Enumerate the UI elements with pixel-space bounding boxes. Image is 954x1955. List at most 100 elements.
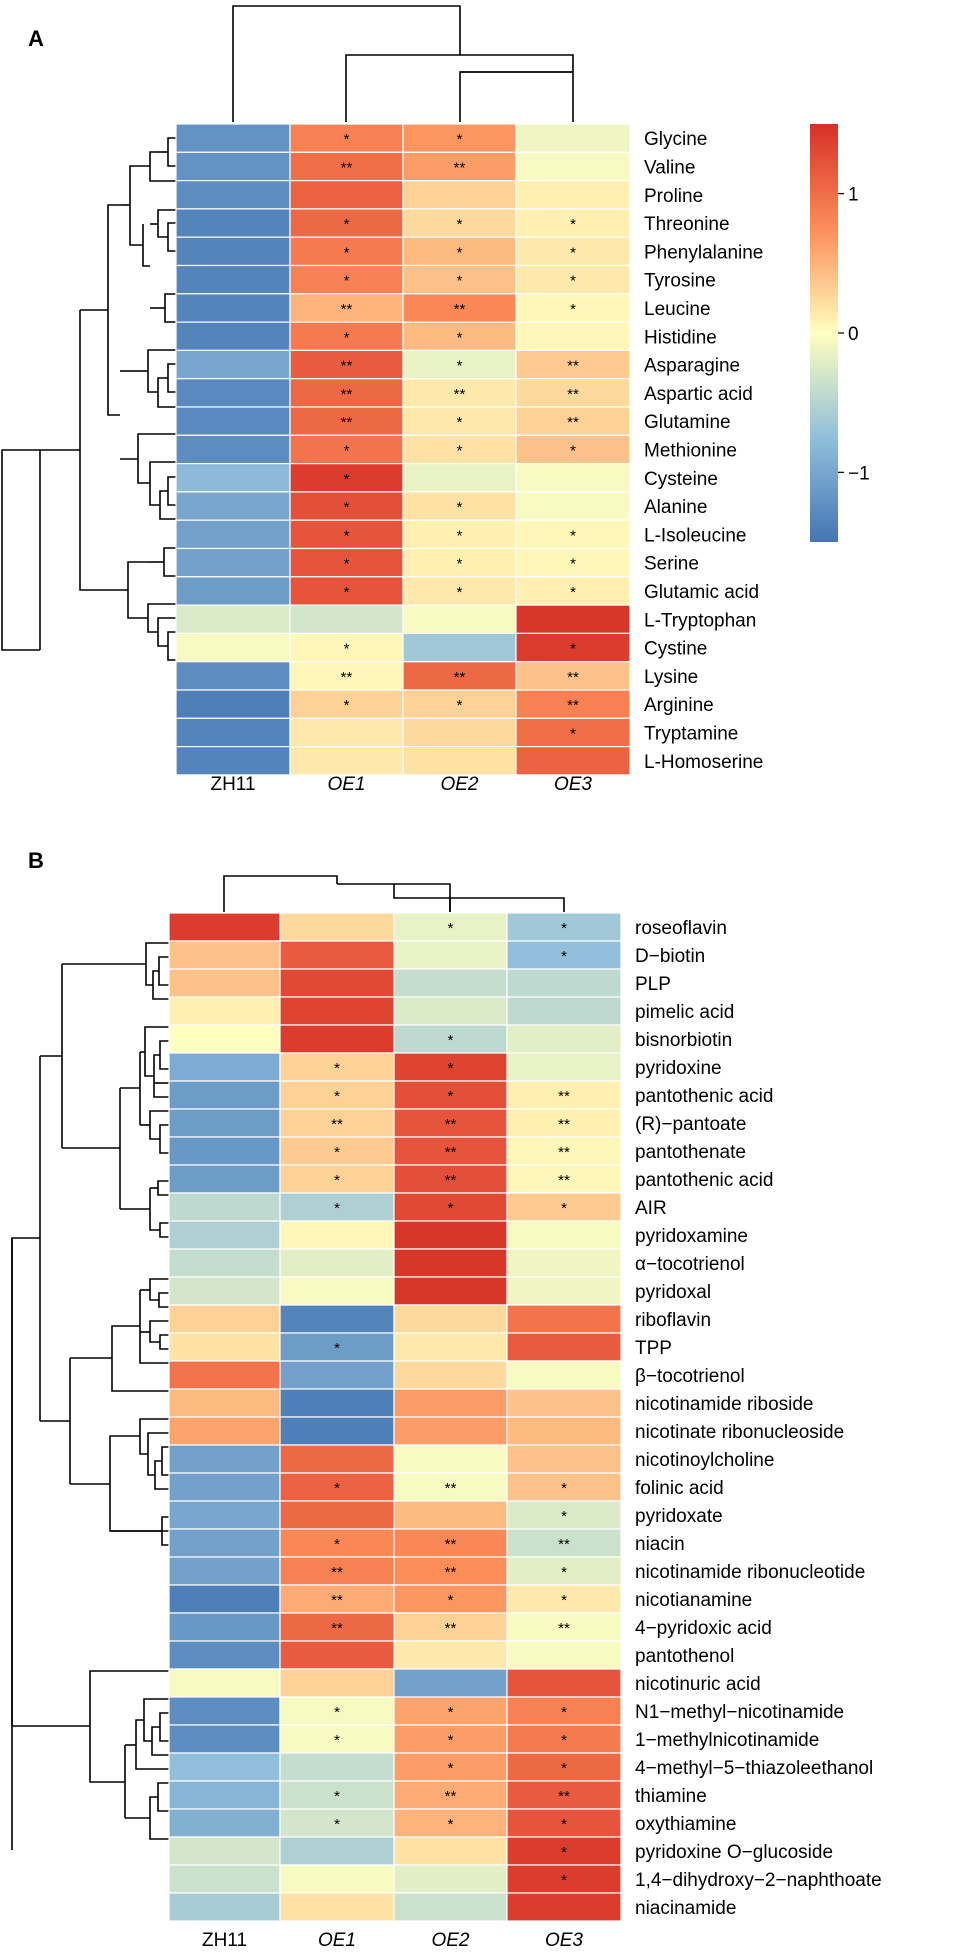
significance-mark: *	[448, 1760, 454, 1777]
dendrogram-branch	[149, 1796, 169, 1840]
significance-mark: *	[570, 301, 576, 318]
heatmap-cell	[402, 264, 517, 295]
heatmap-cell	[506, 1304, 622, 1334]
significance-mark: *	[457, 358, 463, 375]
significance-mark: *	[561, 1816, 567, 1833]
heatmap-cell	[175, 349, 291, 380]
significance-mark: *	[561, 1508, 567, 1525]
significance-mark: *	[344, 442, 350, 459]
heatmap-cell	[279, 1444, 395, 1474]
row-label: Aspartic acid	[644, 384, 753, 405]
dendrogram-branch	[393, 884, 450, 899]
significance-mark: **	[567, 414, 579, 431]
heatmap-cell	[506, 1136, 622, 1166]
row-label: N1−methyl−nicotinamide	[635, 1702, 844, 1723]
row-label: pantothenic acid	[635, 1086, 773, 1107]
row-dendrogram-b	[11, 942, 169, 1850]
column-label: OE3	[545, 1930, 583, 1951]
column-label: OE3	[554, 774, 592, 795]
heatmap-cell	[402, 604, 517, 634]
heatmap-cell	[175, 576, 291, 606]
panel-label-a: A	[28, 26, 44, 51]
heatmap-cell	[175, 321, 291, 352]
row-label: α−tocotrienol	[635, 1254, 745, 1275]
heatmap-cell	[393, 1696, 508, 1726]
dendrogram-branch	[167, 476, 176, 506]
heatmap-cell	[506, 1584, 622, 1614]
row-label: Phenylalanine	[644, 242, 763, 263]
dendrogram-branch	[1, 449, 40, 651]
heatmap-cell	[175, 434, 291, 465]
heatmap-cell	[402, 547, 517, 578]
dendrogram-branch	[167, 222, 176, 252]
heatmap-cell	[175, 406, 291, 436]
heatmap-cell	[506, 1612, 622, 1642]
row-label: Tyrosine	[644, 271, 716, 292]
significance-mark: *	[334, 1732, 340, 1749]
significance-mark: **	[341, 358, 353, 375]
row-label: D−biotin	[635, 946, 705, 967]
dendrogram-branch	[149, 461, 176, 506]
heatmap-cell	[289, 378, 404, 408]
row-label: pyridoxamine	[635, 1226, 748, 1247]
heatmap-cell	[515, 519, 631, 550]
heatmap-cell	[506, 1052, 622, 1082]
significance-mark: *	[334, 1480, 340, 1497]
significance-mark: *	[561, 1592, 567, 1609]
heatmap-cell	[515, 491, 631, 521]
legend-tick-label: 1	[848, 185, 859, 206]
heatmap-cell	[168, 996, 281, 1026]
row-label: niacinamide	[635, 1898, 736, 1919]
column-dendrogram-b	[223, 875, 565, 912]
significance-mark: *	[570, 216, 576, 233]
significance-mark: *	[344, 556, 350, 573]
heatmap-cell	[168, 1500, 281, 1530]
dendrogram-branch	[345, 54, 574, 122]
significance-mark: **	[341, 159, 353, 176]
heatmap-cell	[506, 1780, 622, 1810]
significance-mark: *	[457, 273, 463, 290]
heatmap-cell	[506, 1556, 622, 1586]
heatmap-cell	[393, 1360, 508, 1390]
heatmap-cell	[168, 1892, 281, 1922]
heatmap-cell	[393, 1808, 508, 1838]
dendrogram-branch	[159, 1040, 169, 1070]
significance-mark: *	[570, 725, 576, 742]
heatmap-cell	[402, 745, 517, 776]
significance-mark: **	[341, 669, 353, 686]
row-label: L-Homoserine	[644, 752, 763, 773]
heatmap-cell	[506, 1472, 622, 1502]
heatmap-cell	[515, 180, 631, 210]
heatmap-cell	[393, 968, 508, 998]
heatmap-cell	[279, 1304, 395, 1334]
heatmap-cell	[515, 745, 631, 776]
row-label: Arginine	[644, 695, 714, 716]
heatmap-cell	[168, 1108, 281, 1138]
significance-mark: *	[334, 1088, 340, 1105]
dendrogram-branch	[157, 1782, 169, 1812]
heatmap-cell	[175, 491, 291, 521]
significance-mark: *	[570, 273, 576, 290]
heatmap-cell	[279, 1108, 395, 1138]
heatmap-cell	[168, 1808, 281, 1838]
column-labels-b: ZH11 OE1 OE2 OE3	[202, 1930, 583, 1951]
significance-mark: *	[457, 527, 463, 544]
heatmap-cell	[393, 1752, 508, 1782]
heatmap-cell	[168, 1780, 281, 1810]
significance-mark: *	[334, 1340, 340, 1357]
significance-mark: *	[334, 1816, 340, 1833]
significance-mark: *	[448, 1592, 454, 1609]
heatmap-cell	[402, 632, 517, 663]
heatmap-cell	[168, 912, 281, 942]
heatmap-cell	[279, 1668, 395, 1698]
heatmap-cell	[506, 1892, 622, 1922]
significance-mark: *	[561, 1564, 567, 1581]
heatmap-cell	[279, 1248, 395, 1278]
row-label: (R)−pantoate	[635, 1114, 746, 1135]
heatmap-cell	[506, 996, 622, 1026]
significance-mark: *	[561, 1872, 567, 1889]
heatmap-cell	[393, 1528, 508, 1558]
heatmap-cell	[168, 1472, 281, 1502]
heatmap-cell	[515, 604, 631, 634]
row-label: riboflavin	[635, 1310, 711, 1331]
